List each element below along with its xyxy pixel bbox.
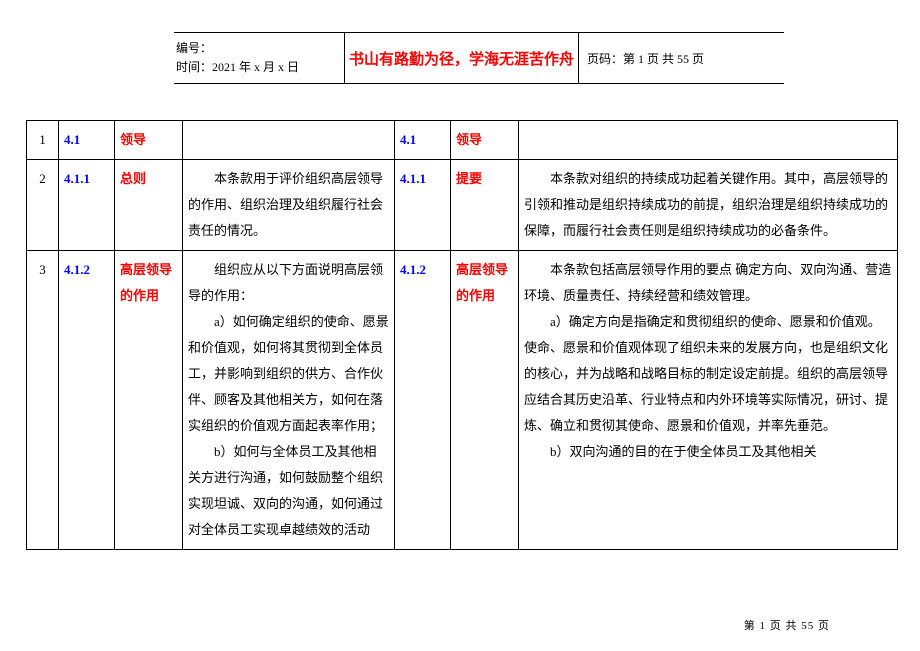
para: 本条款包括高层领导作用的要点 确定方向、双向沟通、营造环境、质量责任、持续经营和… [524,257,892,309]
para: 组织应从以下方面说明高层领导的作用： [188,257,389,309]
name-right: 提要 [456,171,482,186]
para: b）双向沟通的目的在于使全体员工及其他相关 [524,439,892,465]
header-motto: 书山有路勤为径，学海无涯苦作舟 [349,48,574,69]
header-serial: 编号： [176,39,340,58]
code-left: 4.1.1 [64,171,90,186]
footer-pageinfo: 第 1 页 共 55 页 [744,617,830,633]
text-right [519,121,898,160]
name-left: 高层领导的作用 [120,262,172,303]
table-row: 3 4.1.2 高层领导的作用 组织应从以下方面说明高层领导的作用： a）如何确… [27,251,898,550]
header-pageinfo-box: 页码：第 1 页 共 55 页 [579,33,784,83]
text-left: 本条款用于评价组织高层领导的作用、组织治理及组织履行社会责任的情况。 [183,160,395,251]
table-row: 1 4.1 领导 4.1 领导 [27,121,898,160]
row-index: 1 [27,121,59,160]
name-left: 领导 [120,132,146,147]
row-index: 2 [27,160,59,251]
para: b）如何与全体员工及其他相关方进行沟通，如何鼓励整个组织实现坦诚、双向的沟通，如… [188,439,389,543]
text-left: 组织应从以下方面说明高层领导的作用： a）如何确定组织的使命、愿景和价值观，如何… [183,251,395,550]
header-left: 编号： 时间：2021 年 x 月 x 日 [174,33,344,83]
main-table: 1 4.1 领导 4.1 领导 2 4.1.1 总则 本条款用于评价组织高层领导… [26,120,898,550]
row-index: 3 [27,251,59,550]
header-pageinfo: 页码：第 1 页 共 55 页 [587,50,704,67]
header-date: 时间：2021 年 x 月 x 日 [176,58,340,77]
para: a）如何确定组织的使命、愿景和价值观，如何将其贯彻到全体员工，并影响到组织的供方… [188,309,389,439]
code-right: 4.1 [400,132,416,147]
table-row: 2 4.1.1 总则 本条款用于评价组织高层领导的作用、组织治理及组织履行社会责… [27,160,898,251]
text-right: 本条款包括高层领导作用的要点 确定方向、双向沟通、营造环境、质量责任、持续经营和… [519,251,898,550]
name-right: 高层领导的作用 [456,262,508,303]
code-right: 4.1.1 [400,171,426,186]
header-box: 编号： 时间：2021 年 x 月 x 日 书山有路勤为径，学海无涯苦作舟 页码… [174,32,784,84]
code-left: 4.1 [64,132,80,147]
para: a）确定方向是指确定和贯彻组织的使命、愿景和价值观。使命、愿景和价值观体现了组织… [524,309,892,439]
name-right: 领导 [456,132,482,147]
name-left: 总则 [120,171,146,186]
code-left: 4.1.2 [64,262,90,277]
text-right: 本条款对组织的持续成功起着关键作用。其中，高层领导的引领和推动是组织持续成功的前… [519,160,898,251]
header-motto-box: 书山有路勤为径，学海无涯苦作舟 [344,33,579,83]
text-left [183,121,395,160]
code-right: 4.1.2 [400,262,426,277]
